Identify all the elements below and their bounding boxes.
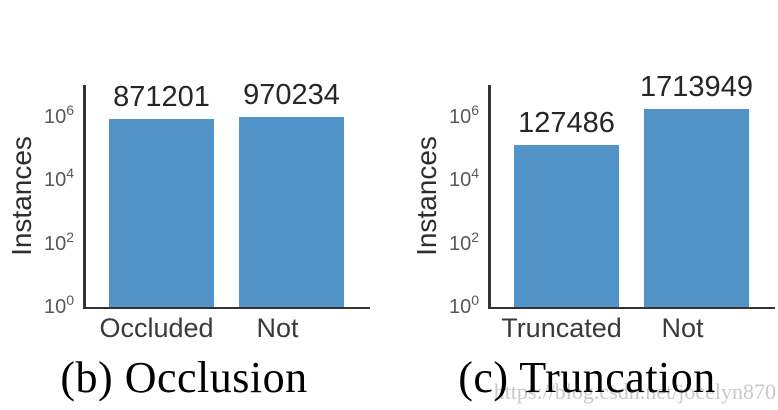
tick-exponent: 2	[66, 228, 74, 245]
y-axis-title: Instances	[6, 136, 37, 256]
y-tick-label-10e4: 104	[448, 165, 479, 192]
y-tick-label-10e2: 102	[43, 228, 74, 256]
tick-base: 10	[43, 105, 67, 128]
chart-occlusion: Instances 100 102 104 106 871201 Occluded 9702…	[6, 79, 370, 402]
tick-base: 10	[43, 296, 67, 318]
x-axis-line	[83, 306, 370, 309]
tick-base: 10	[43, 169, 67, 192]
x-axis-line	[488, 306, 775, 309]
x-tick-label-not: Not	[661, 313, 704, 343]
tick-base: 10	[448, 232, 472, 255]
tick-base: 10	[448, 105, 472, 128]
y-tick-label-10e2: 102	[448, 228, 479, 256]
y-axis-line	[488, 85, 491, 308]
bar-occluded	[109, 118, 214, 307]
chart-truncation: Instances 100 102 104 106 127486 Truncated 171…	[389, 0, 778, 410]
y-tick-label-10e4: 104	[43, 165, 74, 192]
tick-exponent: 4	[66, 165, 74, 182]
y-tick-label-10e6: 106	[43, 101, 74, 129]
bar-value-label-occluded: 871201	[113, 80, 210, 113]
tick-base: 10	[43, 232, 67, 255]
x-tick-label-truncated: Truncated	[501, 313, 622, 343]
chart-caption: (c) Truncation	[458, 353, 716, 402]
tick-exponent: 0	[471, 292, 479, 308]
x-tick-label-not: Not	[256, 313, 299, 343]
watermark: https://blog.csdn.net/jocelyn870	[493, 379, 776, 404]
bar-value-label-truncated: 127486	[518, 107, 615, 140]
tick-exponent: 0	[66, 292, 74, 308]
bar-value-label-not: 970234	[243, 79, 340, 112]
bar-value-label-not: 1713949	[640, 71, 753, 104]
tick-exponent: 6	[66, 101, 74, 118]
y-axis-title: Instances	[411, 136, 442, 256]
y-tick-label-10e0: 100	[448, 292, 479, 319]
tick-exponent: 4	[471, 165, 479, 182]
tick-base: 10	[448, 296, 472, 318]
tick-base: 10	[448, 169, 472, 192]
bar-not	[644, 109, 749, 307]
y-tick-label-10e0: 100	[43, 292, 74, 319]
y-axis-line	[83, 85, 86, 308]
chart-caption: (b) Occlusion	[60, 353, 308, 402]
tick-exponent: 2	[471, 228, 479, 245]
tick-exponent: 6	[471, 101, 479, 118]
y-tick-label-10e6: 106	[448, 101, 479, 129]
bar-not	[239, 117, 344, 307]
plot-area: 100 102 104 106 127486 Truncated 1713949 Not	[449, 71, 775, 343]
plot-area: 100 102 104 106 871201 Occluded 970234 Not	[44, 79, 370, 343]
bar-truncated	[514, 145, 619, 307]
x-tick-label-occluded: Occluded	[99, 313, 214, 343]
